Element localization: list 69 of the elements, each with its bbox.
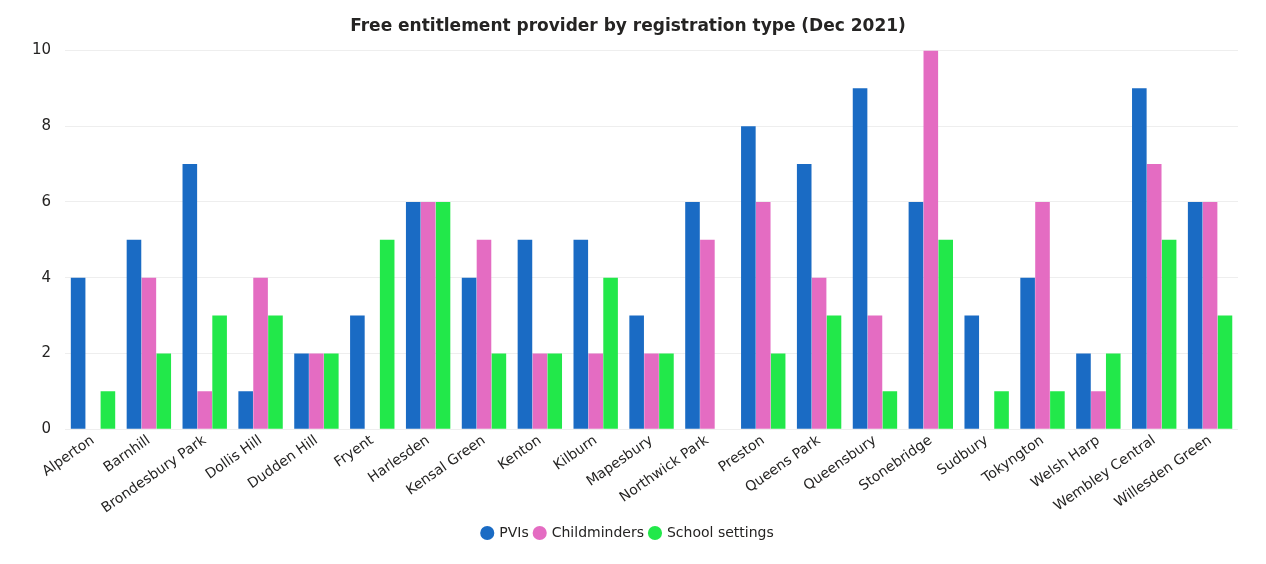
bar (770, 353, 786, 429)
bar (70, 277, 86, 429)
bar (755, 201, 771, 429)
bar (435, 201, 451, 429)
bar (659, 353, 674, 429)
legend-label: PVIs (499, 523, 529, 540)
bar (1187, 201, 1203, 429)
y-tick-label: 6 (41, 191, 52, 210)
y-tick-label: 10 (31, 40, 52, 59)
bar (182, 164, 198, 429)
bar (491, 353, 507, 429)
bar (852, 88, 868, 429)
bar (1020, 277, 1035, 429)
bar (923, 50, 939, 429)
bar (1105, 353, 1121, 429)
bar (141, 277, 157, 429)
bar (253, 277, 268, 429)
bar (644, 353, 659, 429)
bar (1076, 353, 1091, 429)
bar (938, 239, 953, 429)
legend-label: Childminders (551, 523, 644, 540)
bar (1161, 239, 1177, 429)
bar (532, 353, 548, 429)
bar (1035, 201, 1050, 429)
bar (238, 391, 253, 429)
bar (700, 239, 715, 429)
bar (882, 391, 898, 429)
bar (126, 239, 142, 429)
bar (741, 126, 756, 429)
bar (588, 353, 603, 429)
bar (547, 353, 563, 429)
y-tick-label: 8 (41, 116, 52, 135)
bar (420, 201, 436, 429)
bar (1132, 88, 1147, 429)
bar (603, 277, 618, 429)
bar (212, 315, 227, 429)
bar (1050, 391, 1065, 429)
bar (796, 164, 812, 429)
bar (811, 277, 827, 429)
bar (324, 353, 339, 429)
bar (268, 315, 283, 429)
bar (1091, 391, 1106, 429)
bar (826, 315, 842, 429)
bar (156, 353, 172, 429)
y-tick-label: 2 (41, 343, 52, 362)
bar (994, 391, 1009, 429)
bar (476, 239, 492, 429)
bar (294, 353, 309, 429)
bar (197, 391, 213, 429)
bar (100, 391, 116, 429)
bar (309, 353, 324, 429)
y-tick-label: 4 (41, 267, 52, 286)
legend-label: School settings (666, 523, 774, 540)
bar (685, 201, 700, 429)
bar (461, 277, 477, 429)
bar (350, 315, 365, 429)
bar (1202, 201, 1218, 429)
bar (867, 315, 883, 429)
bar (964, 315, 980, 429)
y-tick-label: 0 (41, 419, 52, 438)
bar (629, 315, 644, 429)
bar (1146, 164, 1162, 429)
chart-title: Free entitlement provider by registration type (Dec 2021) (350, 14, 906, 35)
bar (908, 201, 924, 429)
bar (517, 239, 533, 429)
bar (379, 239, 395, 429)
bar (405, 201, 421, 429)
bar (573, 239, 589, 429)
bar (1217, 315, 1233, 429)
